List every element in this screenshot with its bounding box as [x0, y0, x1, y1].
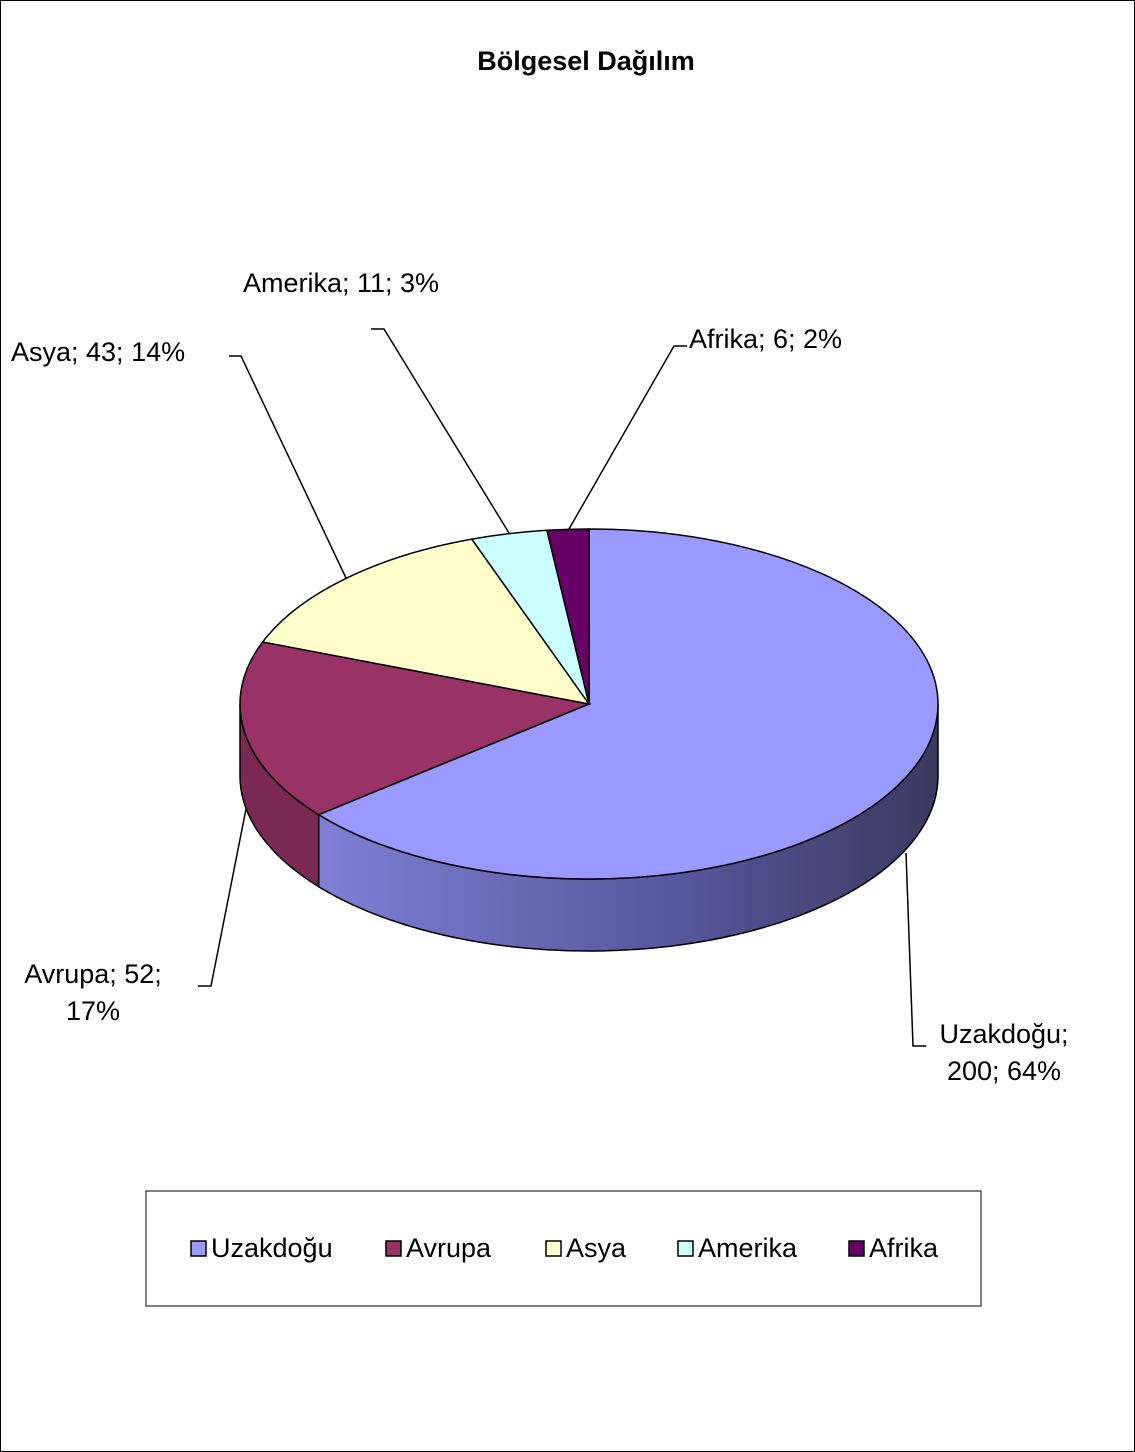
leader-line: [568, 345, 687, 530]
legend-swatch: [385, 1240, 402, 1257]
data-label: Amerika; 11; 3%: [242, 268, 440, 298]
slice: [317, 528, 939, 880]
data-label: Avrupa; 52; 17%: [24, 959, 162, 1026]
legend-swatch: [545, 1240, 562, 1257]
data-label: Asya; 43; 14%: [11, 337, 186, 367]
leader-line: [905, 852, 926, 1047]
leader-line: [198, 808, 247, 987]
legend-label: Amerika: [698, 1233, 798, 1263]
leader-line: [371, 328, 510, 534]
legend-label: Afrika: [869, 1233, 939, 1263]
legend-swatch: [848, 1240, 865, 1257]
legend-swatch: [677, 1240, 694, 1257]
data-label: Uzakdoğu; 200; 64%: [939, 1019, 1069, 1086]
legend-label: Uzakdoğu: [211, 1233, 333, 1263]
slice: [545, 528, 590, 705]
slice: [261, 538, 591, 706]
leader-line: [229, 355, 347, 579]
legend-label: Asya: [566, 1233, 627, 1263]
chart-title: Bölgesel Dağılım: [477, 46, 695, 76]
slice: [239, 641, 592, 816]
data-label: Afrika; 6; 2%: [689, 324, 843, 354]
legend-swatch: [190, 1240, 207, 1257]
legend-box: [145, 1190, 982, 1307]
legend-label: Avrupa: [406, 1233, 492, 1263]
